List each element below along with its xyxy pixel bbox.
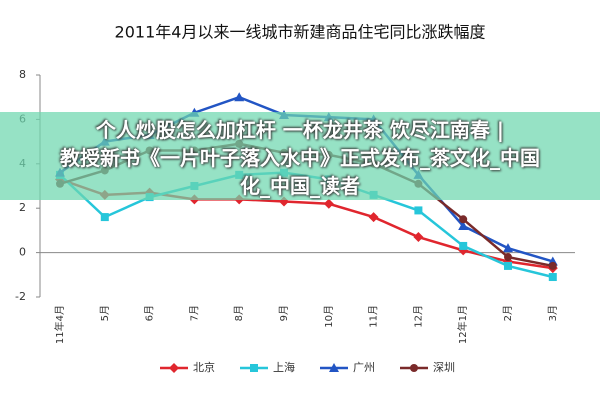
y-tick-label: 8	[19, 68, 26, 81]
x-tick-label: 9月	[278, 305, 290, 321]
overlay-line: 化_中国_读者	[240, 174, 360, 198]
marker	[413, 232, 424, 243]
legend-marker	[169, 363, 179, 373]
marker	[100, 213, 109, 222]
marker	[414, 206, 423, 215]
legend-label: 北京	[193, 360, 215, 374]
y-tick-label: 0	[19, 246, 26, 259]
y-tick-label: 2	[19, 201, 26, 214]
marker	[458, 220, 469, 230]
x-tick-label: 12年1月	[456, 305, 469, 344]
marker	[504, 253, 512, 262]
legend-marker	[329, 363, 339, 372]
overlay-banner: 个人炒股怎么加杠杆 一杯龙井茶 饮尽江南春 | 教授新书《一片叶子落入水中》正式…	[0, 112, 600, 200]
x-tick-label: 11月	[368, 305, 380, 328]
marker	[234, 92, 245, 102]
x-tick-label: 6月	[144, 305, 156, 321]
overlay-line: 教授新书《一片叶子落入水中》正式发布_茶文化_中国	[60, 146, 540, 170]
marker	[548, 273, 557, 282]
marker	[504, 261, 512, 270]
marker	[459, 215, 468, 224]
y-tick-label: -2	[15, 290, 26, 303]
x-tick-label: 7月	[188, 305, 200, 321]
marker	[459, 241, 468, 250]
x-tick-label: 10月	[323, 305, 335, 328]
x-tick-label: 3月	[547, 305, 559, 321]
chart-title: 2011年4月以来一线城市新建商品住宅同比涨跌幅度	[115, 23, 486, 42]
x-tick-label: 2月	[502, 305, 514, 321]
legend-marker	[250, 364, 258, 372]
x-tick-label: 12月	[412, 305, 424, 328]
legend-label: 深圳	[433, 361, 455, 374]
x-tick-label: 11年4月	[53, 305, 66, 344]
marker	[323, 198, 334, 209]
x-tick-label: 5月	[99, 305, 111, 321]
legend-label: 上海	[273, 360, 295, 374]
legend-label: 广州	[353, 361, 375, 374]
marker	[503, 243, 513, 253]
overlay-line: 个人炒股怎么加杠杆 一杯龙井茶 饮尽江南春 |	[95, 118, 505, 142]
marker	[548, 261, 557, 270]
marker	[368, 212, 379, 223]
legend-marker	[410, 364, 418, 372]
x-tick-label: 8月	[233, 305, 245, 321]
